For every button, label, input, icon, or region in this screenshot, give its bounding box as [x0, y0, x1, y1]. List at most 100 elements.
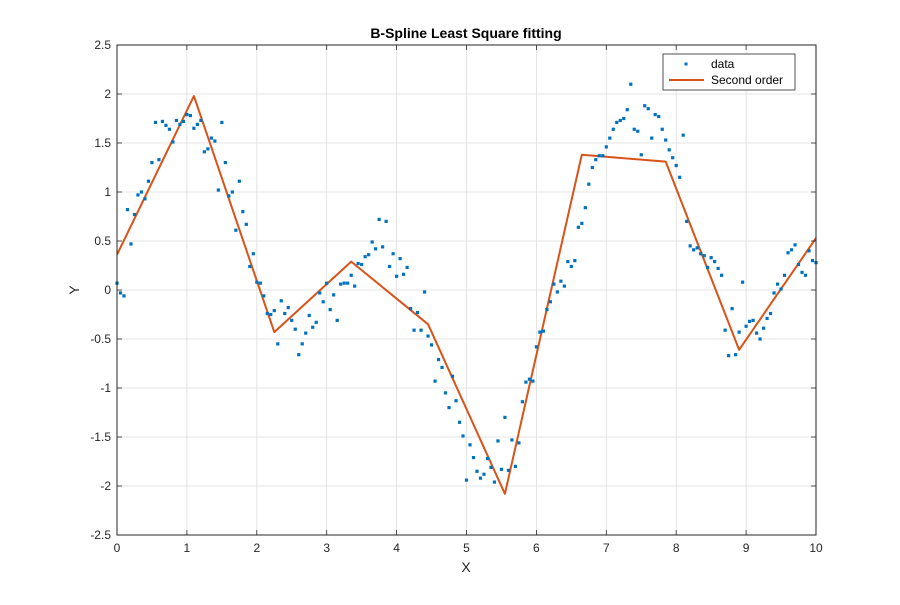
data-point — [230, 190, 234, 194]
data-point — [321, 300, 325, 304]
data-point — [283, 311, 287, 316]
data-point — [143, 197, 147, 201]
y-tick-labels: 2.5 2 1.5 1 0.5 0 -0.5 -1 -1.5 -2 -2.5 — [90, 38, 111, 542]
data-point — [496, 439, 500, 443]
data-point — [639, 153, 643, 157]
data-point — [164, 123, 168, 127]
data-point — [258, 281, 262, 285]
data-point — [716, 266, 720, 271]
data-point — [653, 112, 657, 117]
data-point — [415, 310, 420, 315]
data-point — [499, 467, 504, 471]
data-point — [136, 193, 140, 197]
data-point — [471, 455, 476, 460]
data-point — [590, 165, 594, 170]
data-point — [608, 136, 612, 140]
data-point — [220, 120, 224, 125]
data-point — [723, 328, 727, 332]
data-point — [625, 108, 629, 112]
data-point — [195, 122, 199, 126]
data-point — [153, 120, 158, 125]
data-point — [132, 212, 137, 217]
data-point — [450, 374, 455, 378]
data-point — [440, 365, 444, 370]
data-point — [594, 158, 598, 162]
data-point — [674, 163, 678, 168]
data-point — [279, 299, 283, 303]
data-point — [685, 219, 689, 223]
data-point — [803, 273, 808, 277]
data-point — [276, 342, 280, 346]
y-tick-label: -0.5 — [90, 332, 111, 346]
data-point — [384, 219, 388, 223]
data-point — [510, 438, 514, 442]
data-point — [618, 118, 622, 123]
data-point — [150, 161, 154, 165]
data-point — [269, 312, 273, 317]
y-tick-label: 0 — [104, 283, 111, 297]
x-tick-label: 4 — [393, 541, 400, 555]
data-point — [314, 320, 318, 324]
data-point — [447, 406, 451, 410]
data-point — [339, 282, 343, 286]
data-point — [223, 161, 227, 165]
data-point — [454, 399, 458, 403]
data-point — [457, 420, 462, 424]
data-point — [244, 222, 248, 226]
data-point — [429, 343, 434, 347]
data-point — [475, 469, 479, 473]
x-tick-label: 6 — [533, 541, 540, 555]
legend-box — [662, 53, 796, 91]
data-point — [695, 246, 699, 250]
x-tick-label: 7 — [603, 541, 610, 555]
data-point — [681, 133, 685, 137]
data-point — [768, 311, 773, 316]
chart-title: B-Spline Least Square fitting — [370, 25, 561, 41]
data-point — [146, 179, 151, 183]
data-point — [381, 245, 385, 249]
x-tick-label: 1 — [184, 541, 191, 555]
data-point — [702, 254, 706, 258]
data-point — [727, 354, 731, 358]
data-point — [737, 330, 741, 334]
data-point — [751, 318, 755, 322]
data-point — [636, 129, 640, 133]
data-point — [699, 252, 703, 256]
x-tick-label: 9 — [743, 541, 750, 555]
data-point — [643, 104, 647, 108]
y-tick-label: 2 — [104, 87, 111, 101]
data-point — [188, 113, 192, 118]
data-point — [485, 456, 490, 461]
series-points-group — [115, 82, 818, 484]
y-tick-label: -2.5 — [90, 528, 111, 542]
data-point — [248, 264, 252, 269]
data-point — [503, 415, 507, 419]
data-point — [569, 264, 573, 269]
data-point — [433, 379, 437, 383]
data-point — [597, 154, 601, 158]
data-point — [181, 119, 186, 124]
data-point — [325, 281, 329, 285]
data-point — [265, 311, 269, 316]
data-point — [741, 280, 745, 284]
data-point — [671, 156, 675, 160]
data-point — [622, 116, 626, 121]
data-point — [562, 284, 566, 288]
y-tick-label: 1 — [104, 185, 111, 199]
data-point — [513, 464, 518, 468]
data-point — [255, 280, 259, 284]
data-point — [492, 480, 497, 484]
data-point — [199, 118, 203, 123]
data-point — [422, 290, 427, 294]
data-point — [185, 112, 189, 117]
data-point — [464, 478, 469, 482]
data-point — [657, 114, 661, 119]
data-point — [363, 255, 367, 259]
data-point — [318, 291, 322, 295]
data-point — [125, 208, 130, 212]
data-point — [353, 284, 357, 288]
data-point — [576, 225, 580, 229]
data-point — [520, 400, 525, 404]
data-point — [548, 300, 552, 304]
